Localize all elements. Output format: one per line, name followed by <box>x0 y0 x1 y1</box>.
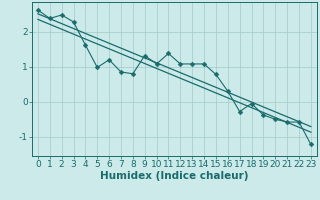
X-axis label: Humidex (Indice chaleur): Humidex (Indice chaleur) <box>100 171 249 181</box>
